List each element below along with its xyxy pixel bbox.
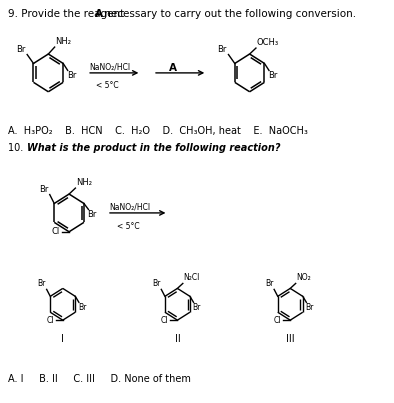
- Text: Br: Br: [87, 210, 97, 220]
- Text: OCH₃: OCH₃: [257, 38, 279, 47]
- Text: II: II: [175, 334, 180, 344]
- Text: < 5°C: < 5°C: [96, 81, 119, 90]
- Text: Br: Br: [78, 303, 86, 312]
- Text: Br: Br: [39, 185, 49, 193]
- Text: Br: Br: [265, 279, 273, 289]
- Text: NH₂: NH₂: [76, 178, 92, 187]
- Text: A.  H₃PO₂    B.  HCN    C.  H₂O    D.  CH₃OH, heat    E.  NaOCH₃: A. H₃PO₂ B. HCN C. H₂O D. CH₃OH, heat E.…: [8, 125, 308, 135]
- Text: Br: Br: [217, 44, 227, 54]
- Text: Cl: Cl: [274, 316, 281, 325]
- Text: I: I: [61, 334, 64, 344]
- Text: A: A: [169, 63, 177, 73]
- Text: A. I     B. II     C. III     D. None of them: A. I B. II C. III D. None of them: [8, 374, 191, 384]
- Text: Br: Br: [16, 44, 25, 54]
- Text: Br: Br: [67, 71, 76, 81]
- Text: Cl: Cl: [161, 316, 168, 325]
- Text: NaNO₂/HCl: NaNO₂/HCl: [89, 63, 130, 72]
- Text: NaNO₂/HCl: NaNO₂/HCl: [110, 203, 151, 212]
- Text: 10.: 10.: [8, 143, 29, 154]
- Text: Br: Br: [268, 71, 277, 81]
- Text: Cl: Cl: [52, 227, 60, 236]
- Text: 9. Provide the reagent: 9. Provide the reagent: [8, 9, 127, 19]
- Text: N₂Cl: N₂Cl: [184, 274, 200, 283]
- Text: NH₂: NH₂: [56, 37, 72, 46]
- Text: Br: Br: [37, 279, 46, 289]
- Text: What is the product in the following reaction?: What is the product in the following rea…: [27, 143, 280, 154]
- Text: NO₂: NO₂: [297, 274, 311, 283]
- Text: Br: Br: [193, 303, 201, 312]
- Text: necessary to carry out the following conversion.: necessary to carry out the following con…: [101, 9, 357, 19]
- Text: Br: Br: [305, 303, 314, 312]
- Text: Cl: Cl: [46, 316, 54, 325]
- Text: < 5°C: < 5°C: [117, 222, 139, 231]
- Text: III: III: [286, 334, 295, 344]
- Text: Br: Br: [152, 279, 160, 289]
- Text: A: A: [95, 9, 102, 19]
